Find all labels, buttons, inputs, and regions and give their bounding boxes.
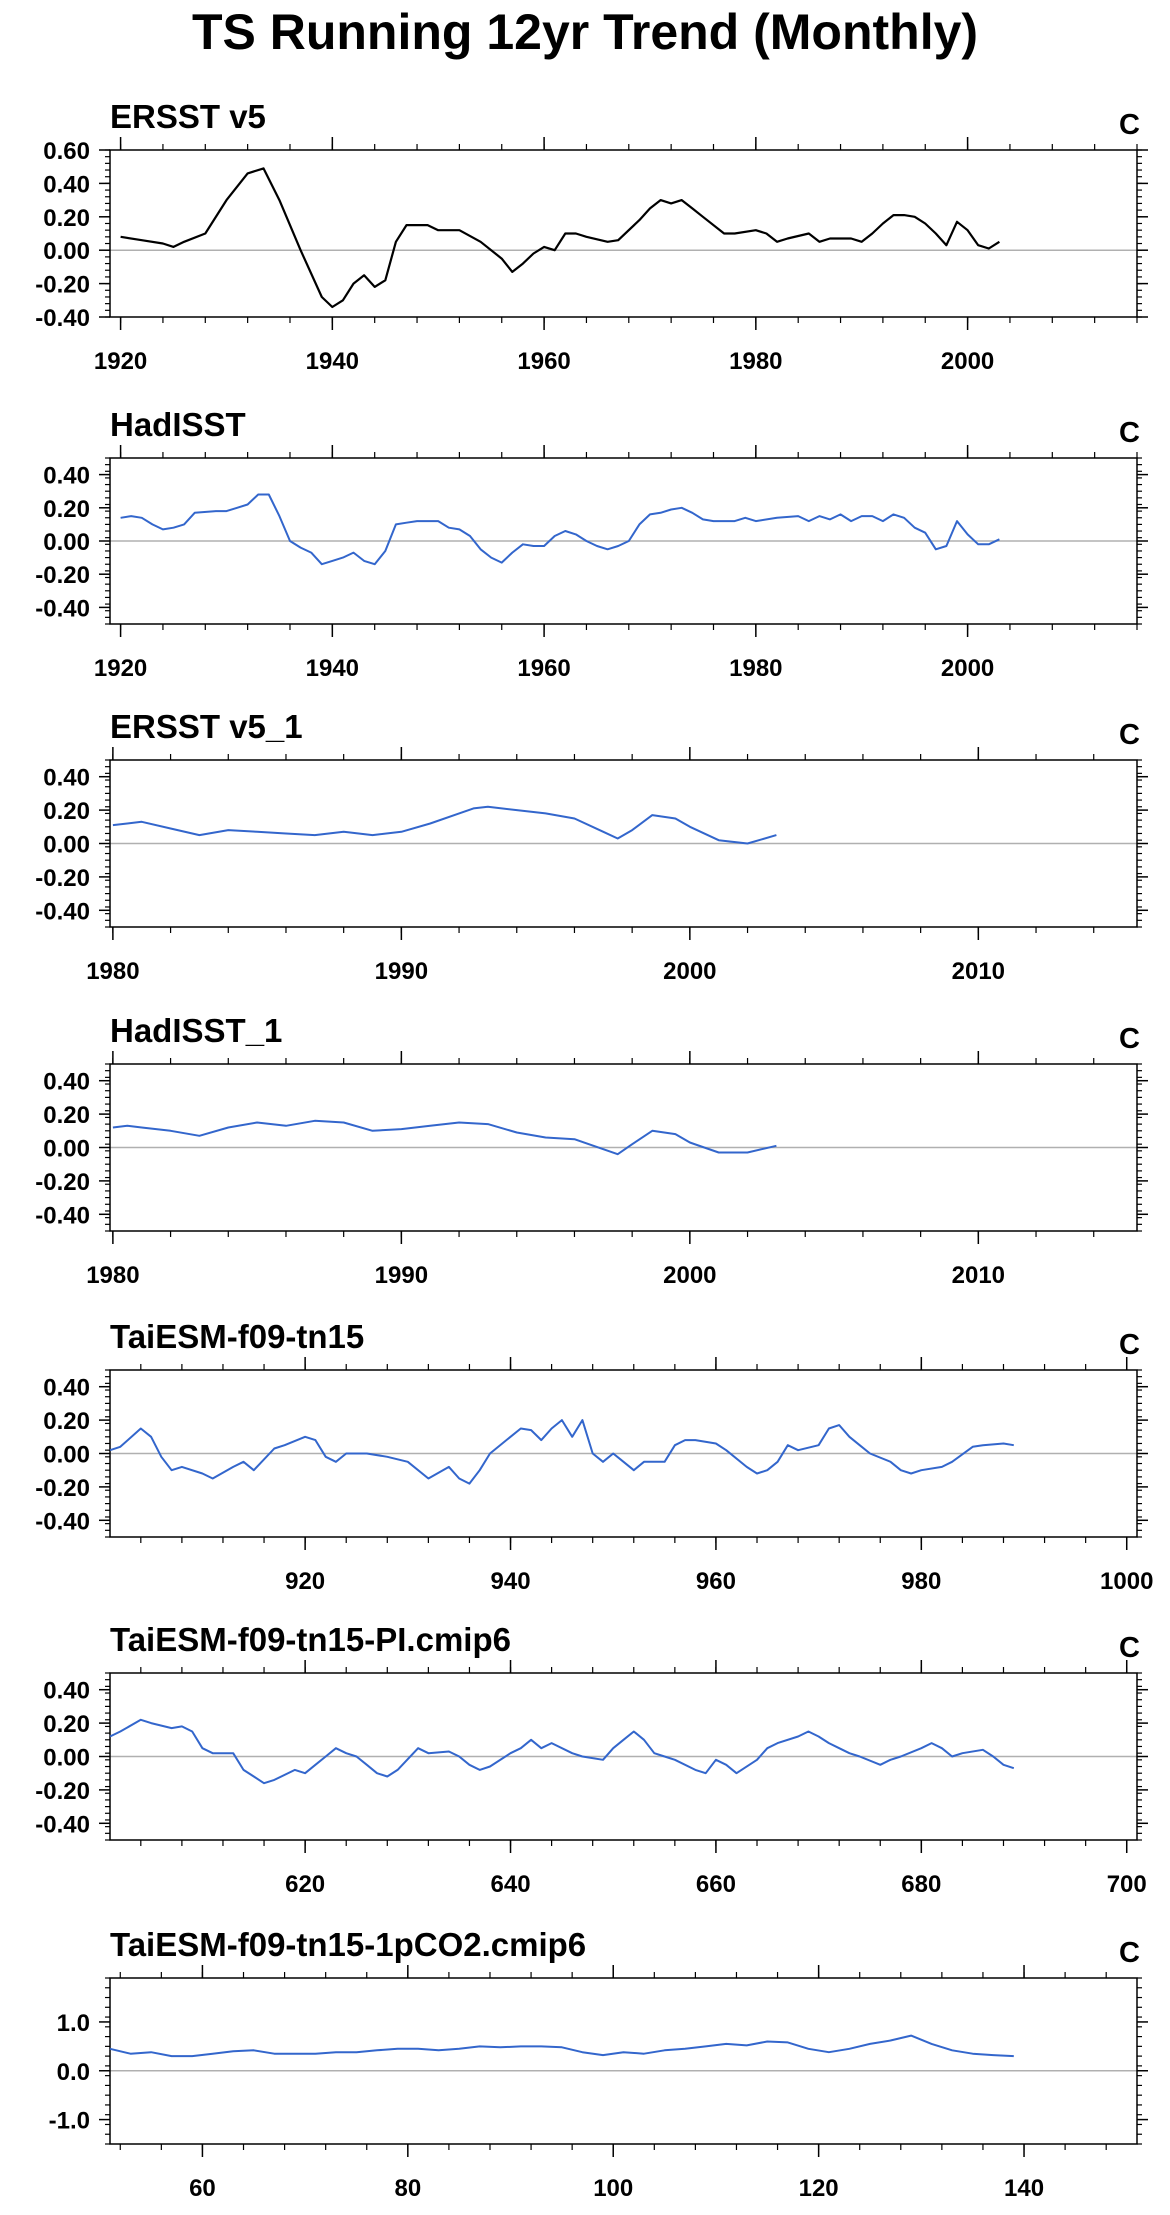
y-tick-label: -0.40 xyxy=(35,1202,90,1229)
x-tick-label: 660 xyxy=(696,1871,736,1898)
y-tick-label: -0.40 xyxy=(35,595,90,622)
series-line xyxy=(109,1718,1015,1785)
x-tick-label: 1960 xyxy=(517,348,570,375)
y-tick-label: 0.00 xyxy=(43,1745,90,1772)
x-tick-label: 1980 xyxy=(729,348,782,375)
series-line xyxy=(120,167,1000,309)
units-label: C xyxy=(1119,417,1140,449)
x-tick-label: 960 xyxy=(696,1568,736,1595)
y-tick-label: 0.40 xyxy=(43,1069,90,1096)
chart-title: TaiESM-f09-tn15-PI.cmip6 xyxy=(110,1621,511,1658)
units-label: C xyxy=(1119,1937,1140,1969)
x-tick-label: 1920 xyxy=(94,655,147,682)
y-tick-label: 0.00 xyxy=(43,1136,90,1163)
y-tick-label: -0.40 xyxy=(35,898,90,925)
y-tick-label: -0.20 xyxy=(35,1169,90,1196)
x-tick-label: 1980 xyxy=(729,655,782,682)
x-tick-label: 100 xyxy=(593,2175,633,2202)
x-tick-label: 920 xyxy=(285,1568,325,1595)
x-tick-label: 1990 xyxy=(375,1262,428,1289)
chart-panel: ERSST v5_1 C -0.40 -0.20 0.00 0.20 0.40 1980 199… xyxy=(35,708,1148,985)
chart-title: HadISST xyxy=(110,406,246,443)
x-tick-label: 2010 xyxy=(952,958,1005,985)
chart-title: TaiESM-f09-tn15-1pCO2.cmip6 xyxy=(110,1926,586,1963)
page-title: TS Running 12yr Trend (Monthly) xyxy=(191,4,979,60)
y-tick-label: -0.20 xyxy=(35,1778,90,1805)
x-tick-label: 1980 xyxy=(86,958,139,985)
y-tick-label: -0.40 xyxy=(35,305,90,332)
x-tick-label: 1960 xyxy=(517,655,570,682)
x-tick-label: 80 xyxy=(394,2175,421,2202)
x-tick-label: 680 xyxy=(901,1871,941,1898)
y-tick-label: 0.0 xyxy=(57,2059,90,2086)
y-tick-label: 0.20 xyxy=(43,496,90,523)
y-tick-label: 0.20 xyxy=(43,798,90,825)
x-tick-label: 120 xyxy=(799,2175,839,2202)
x-tick-label: 620 xyxy=(285,1871,325,1898)
y-tick-label: -0.20 xyxy=(35,562,90,589)
chart-panel: HadISST_1 C -0.40 -0.20 0.00 0.20 0.40 1980 1990… xyxy=(35,1012,1148,1289)
chart-panel: TaiESM-f09-tn15 C -0.40 -0.20 0.00 0.20 0.40 92… xyxy=(35,1318,1153,1595)
x-tick-label: 2010 xyxy=(952,1262,1005,1289)
series-line xyxy=(109,2034,1014,2058)
series-line xyxy=(112,1119,777,1156)
series-line xyxy=(112,805,777,845)
y-tick-label: 0.20 xyxy=(43,1711,90,1738)
y-tick-label: -0.40 xyxy=(35,1811,90,1838)
y-tick-label: -0.20 xyxy=(35,1475,90,1502)
x-tick-label: 140 xyxy=(1004,2175,1044,2202)
x-tick-label: 2000 xyxy=(941,348,994,375)
y-tick-label: 0.20 xyxy=(43,205,90,232)
y-tick-label: 0.40 xyxy=(43,1678,90,1705)
x-tick-label: 1990 xyxy=(375,958,428,985)
units-label: C xyxy=(1119,1632,1140,1664)
x-tick-label: 640 xyxy=(491,1871,531,1898)
x-tick-label: 700 xyxy=(1107,1871,1147,1898)
y-tick-label: -1.0 xyxy=(49,2108,90,2135)
x-tick-label: 2000 xyxy=(941,655,994,682)
y-tick-label: 0.20 xyxy=(43,1102,90,1129)
y-tick-label: 0.00 xyxy=(43,1442,90,1469)
x-tick-label: 2000 xyxy=(663,958,716,985)
chart-panel: HadISST C -0.40 -0.20 0.00 0.20 0.40 1920 1940 19… xyxy=(35,406,1148,682)
x-tick-label: 980 xyxy=(901,1568,941,1595)
y-tick-label: 0.20 xyxy=(43,1408,90,1435)
y-tick-label: 0.00 xyxy=(43,238,90,265)
x-tick-label: 1000 xyxy=(1100,1568,1153,1595)
y-tick-label: 0.00 xyxy=(43,832,90,859)
y-tick-label: 0.00 xyxy=(43,529,90,556)
x-tick-label: 2000 xyxy=(663,1262,716,1289)
units-label: C xyxy=(1119,1329,1140,1361)
chart-title: TaiESM-f09-tn15 xyxy=(110,1318,364,1355)
y-tick-label: 0.40 xyxy=(43,1375,90,1402)
y-tick-label: -0.20 xyxy=(35,272,90,299)
chart-panel: TaiESM-f09-tn15-1pCO2.cmip6 C -1.0 0.0 1.0 60… xyxy=(49,1926,1148,2202)
chart-panel: TaiESM-f09-tn15-PI.cmip6 C -0.40 -0.20 0.00 0… xyxy=(35,1621,1148,1898)
units-label: C xyxy=(1119,109,1140,141)
y-tick-label: 0.40 xyxy=(43,171,90,198)
y-tick-label: 0.40 xyxy=(43,463,90,490)
y-tick-label: -0.20 xyxy=(35,865,90,892)
units-label: C xyxy=(1119,1023,1140,1055)
chart-title: ERSST v5_1 xyxy=(110,708,303,745)
x-tick-label: 1920 xyxy=(94,348,147,375)
x-tick-label: 1980 xyxy=(86,1262,139,1289)
y-tick-label: 0.40 xyxy=(43,765,90,792)
x-tick-label: 1940 xyxy=(306,348,359,375)
series-line xyxy=(120,493,1000,566)
plot-frame xyxy=(109,1977,1138,2145)
x-tick-label: 60 xyxy=(189,2175,216,2202)
chart-panel: ERSST v5 C -0.40 -0.20 0.00 0.20 0.40 0.60 1920 1… xyxy=(35,98,1148,375)
plot-frame xyxy=(109,149,1138,318)
chart-title: HadISST_1 xyxy=(110,1012,282,1049)
y-tick-label: 0.60 xyxy=(43,138,90,165)
x-tick-label: 940 xyxy=(491,1568,531,1595)
units-label: C xyxy=(1119,719,1140,751)
x-tick-label: 1940 xyxy=(306,655,359,682)
chart-title: ERSST v5 xyxy=(110,98,266,135)
series-line xyxy=(109,1419,1014,1485)
y-tick-label: 1.0 xyxy=(57,2010,90,2037)
y-tick-label: -0.40 xyxy=(35,1508,90,1535)
